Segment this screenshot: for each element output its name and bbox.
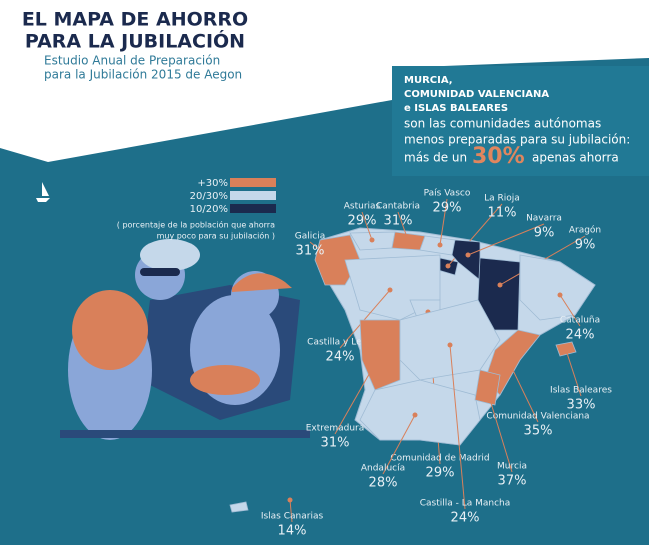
leader-line — [507, 359, 539, 423]
title: PARA LA JUBILACIÓN — [25, 29, 245, 53]
region-value: 9% — [575, 238, 596, 253]
callout-regions: COMUNIDAD VALENCIANA — [404, 89, 549, 100]
legend-swatch — [230, 204, 276, 213]
callout-regions: MURCIA, — [404, 75, 453, 86]
region-name: Castilla y León — [307, 337, 373, 348]
callout-regions: e ISLAS BALEARES — [404, 103, 508, 114]
subtitle: Estudio Anual de Preparación — [44, 54, 220, 68]
boat — [36, 182, 50, 202]
leader-line — [439, 198, 448, 246]
title: EL MAPA DE AHORRO — [22, 9, 248, 31]
region-value: 35% — [524, 424, 553, 439]
region-name: Asturias — [344, 202, 381, 212]
region-shape — [229, 501, 249, 513]
region-name: País Vasco — [424, 189, 471, 199]
leader-dot — [287, 497, 293, 503]
leader-line — [339, 289, 391, 349]
leader-dot — [505, 357, 511, 363]
region-shape — [359, 379, 481, 446]
illustration — [60, 239, 310, 440]
region-value: 24% — [566, 328, 595, 343]
legend-swatch — [230, 178, 276, 187]
callout-highlight: 30% — [472, 144, 525, 169]
leader-dot — [447, 342, 453, 348]
legend-note: muy poco para su jubilación ) — [157, 231, 275, 241]
region-shape — [399, 299, 501, 381]
region-name: Islas Baleares — [550, 386, 612, 396]
region-shape — [519, 254, 596, 321]
region-value: 29% — [426, 466, 455, 481]
legend-swatch — [230, 191, 276, 200]
callout-text: son las comunidades autónomas — [404, 117, 601, 131]
region-name: Islas Canarias — [261, 512, 324, 522]
callout-box — [392, 66, 649, 176]
leader-dot — [497, 282, 503, 288]
region-value: 31% — [321, 436, 350, 451]
region-value: 29% — [348, 214, 377, 229]
leader-dot — [412, 412, 418, 418]
callout-text: más de un — [404, 151, 467, 165]
region-value: 9% — [534, 226, 555, 241]
header-panel — [0, 0, 649, 162]
leader-line — [467, 223, 545, 256]
region-value: 29% — [433, 201, 462, 216]
leader-dot — [563, 347, 569, 353]
region-value: 33% — [567, 398, 596, 413]
legend-label: 20/30% — [190, 191, 228, 202]
region-name: Comunidad Valenciana — [486, 412, 589, 422]
leader-line — [486, 389, 513, 473]
leader-line — [382, 414, 416, 475]
legend-label: +30% — [197, 178, 228, 189]
region-value: 24% — [451, 511, 480, 526]
leader-dot — [332, 259, 338, 265]
region-value: 31% — [296, 244, 325, 259]
region-value: 11% — [488, 206, 517, 221]
region-name: La Rioja — [484, 194, 520, 204]
callout-text: apenas ahorra — [532, 151, 619, 165]
region-name: Murcia — [497, 462, 527, 472]
region-shape — [451, 239, 481, 281]
callout-text: menos preparadas para su jubilación: — [404, 133, 630, 147]
region-value: 24% — [326, 350, 355, 365]
legend-note: ( porcentaje de la población que ahorra — [117, 220, 275, 230]
leader-dot — [387, 287, 393, 293]
region-name: Galicia — [295, 232, 325, 242]
leader-dot — [557, 292, 563, 298]
leader-line — [449, 344, 466, 510]
region-name: Cataluña — [560, 316, 600, 326]
legend-label: 10/20% — [190, 204, 228, 215]
leader-line — [289, 499, 293, 523]
leader-line — [334, 354, 381, 435]
region-value: 28% — [369, 476, 398, 491]
leader-dot — [369, 237, 375, 243]
region-name: Andalucía — [361, 464, 405, 474]
region-name: Castilla - La Mancha — [420, 499, 511, 509]
leader-line — [559, 294, 581, 327]
leader-dot — [405, 237, 411, 243]
region-shape — [477, 257, 521, 331]
leader-dot — [377, 352, 383, 358]
leader-line — [397, 211, 409, 241]
region-name: Aragón — [569, 225, 601, 236]
leader-line — [361, 211, 373, 241]
leader-dot — [484, 387, 490, 393]
region-name: Extremadura — [306, 424, 365, 434]
leader-dot — [465, 252, 471, 258]
leader-line — [565, 349, 582, 397]
subtitle: para la Jubilación 2015 de Aegon — [44, 68, 242, 82]
region-name: Navarra — [526, 214, 562, 224]
region-value: 37% — [498, 474, 527, 489]
region-value: 14% — [278, 524, 307, 539]
region-name: Comunidad de Madrid — [390, 454, 489, 464]
region-shape — [474, 369, 501, 406]
leader-dot — [437, 242, 443, 248]
leader-line — [309, 241, 336, 263]
leader-dot — [445, 263, 451, 269]
region-name: Cantabria — [376, 202, 420, 212]
region-value: 31% — [384, 214, 413, 229]
